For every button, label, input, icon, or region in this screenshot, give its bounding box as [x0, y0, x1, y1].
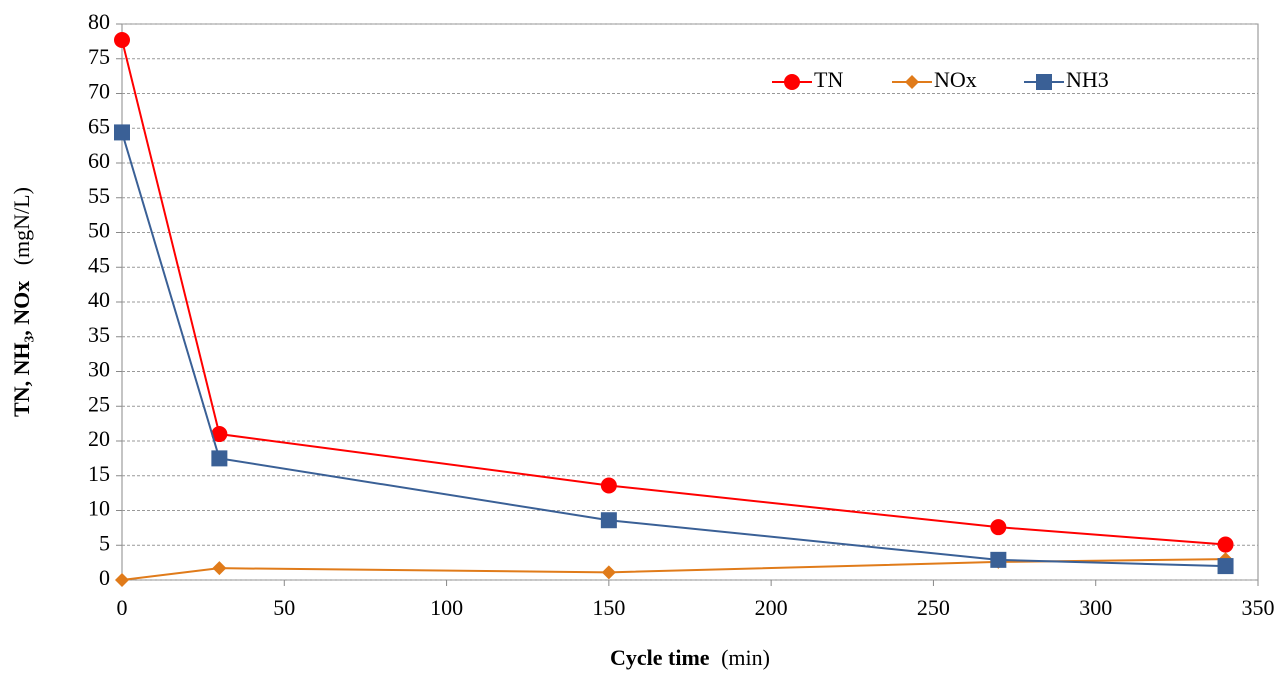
y-tick-label: 15	[88, 461, 110, 486]
y-axis-label-main: TN, NH₃, NOx	[9, 281, 34, 417]
marker	[600, 512, 617, 529]
x-tick-label: 0	[117, 595, 128, 620]
y-tick-label: 60	[88, 148, 110, 173]
y-tick-label: 25	[88, 391, 110, 416]
marker	[114, 31, 130, 48]
legend-marker	[784, 74, 800, 90]
y-tick-label: 75	[88, 44, 110, 69]
y-tick-label: 10	[88, 496, 110, 521]
marker	[990, 551, 1007, 568]
y-tick-label: 40	[88, 287, 110, 312]
marker	[601, 565, 616, 580]
y-axis-label-unit: (mgN/L)	[9, 187, 34, 265]
y-axis-label: TN, NH₃, NOx (mgN/L)	[9, 187, 34, 417]
legend-label: NOx	[934, 67, 977, 92]
y-tick-label: 20	[88, 426, 110, 451]
x-tick-label: 150	[592, 595, 625, 620]
x-tick-label: 100	[430, 595, 463, 620]
x-tick-label: 250	[917, 595, 950, 620]
marker	[1217, 558, 1234, 575]
legend-label: TN	[814, 67, 843, 92]
y-tick-label: 0	[99, 565, 110, 590]
y-tick-label: 65	[88, 113, 110, 138]
x-axis-label-unit: (min)	[721, 645, 770, 670]
marker	[211, 450, 228, 467]
y-tick-label: 55	[88, 183, 110, 208]
marker	[1217, 536, 1234, 553]
legend-marker	[905, 75, 919, 89]
x-axis-label: Cycle time (min)	[610, 645, 770, 670]
marker	[115, 573, 129, 587]
marker	[211, 426, 228, 443]
marker	[990, 519, 1007, 536]
y-tick-label: 35	[88, 322, 110, 347]
y-tick-label: 30	[88, 357, 110, 382]
x-tick-label: 200	[755, 595, 788, 620]
x-tick-label: 50	[273, 595, 295, 620]
y-tick-label: 50	[88, 218, 110, 243]
y-tick-label: 5	[99, 530, 110, 555]
marker	[600, 477, 617, 494]
x-tick-label: 350	[1242, 595, 1274, 620]
x-axis-label-main: Cycle time	[610, 645, 710, 670]
y-tick-label: 80	[88, 9, 110, 34]
y-tick-label: 45	[88, 252, 110, 277]
legend-marker	[1036, 74, 1052, 90]
marker	[212, 561, 227, 576]
legend-label: NH3	[1066, 67, 1109, 92]
x-tick-label: 300	[1079, 595, 1112, 620]
y-tick-label: 70	[88, 79, 110, 104]
marker	[114, 124, 130, 141]
